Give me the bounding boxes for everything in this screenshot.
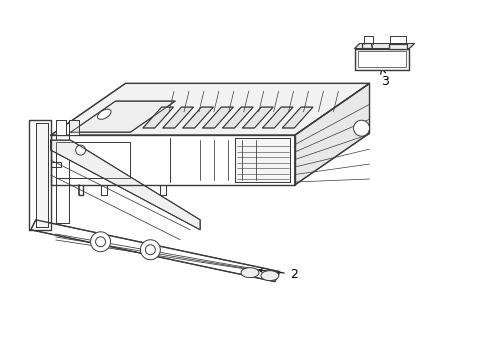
Polygon shape xyxy=(355,44,415,49)
Polygon shape xyxy=(203,107,233,128)
Polygon shape xyxy=(51,84,369,135)
Polygon shape xyxy=(29,120,51,230)
Polygon shape xyxy=(363,44,372,49)
Polygon shape xyxy=(243,107,273,128)
Circle shape xyxy=(146,245,155,255)
Polygon shape xyxy=(51,135,295,185)
Text: 1: 1 xyxy=(128,102,136,128)
Polygon shape xyxy=(56,123,69,223)
Circle shape xyxy=(91,232,111,252)
Polygon shape xyxy=(100,185,106,195)
Polygon shape xyxy=(358,51,406,67)
Polygon shape xyxy=(163,107,194,128)
Circle shape xyxy=(75,145,86,155)
Circle shape xyxy=(96,237,105,247)
Polygon shape xyxy=(263,107,293,128)
Polygon shape xyxy=(355,49,409,71)
Circle shape xyxy=(141,240,160,260)
Polygon shape xyxy=(390,44,407,49)
Polygon shape xyxy=(295,84,369,185)
Polygon shape xyxy=(69,120,78,135)
Polygon shape xyxy=(56,120,66,135)
Polygon shape xyxy=(31,220,280,282)
Polygon shape xyxy=(143,107,173,128)
Polygon shape xyxy=(183,107,213,128)
Polygon shape xyxy=(51,162,61,167)
Text: 3: 3 xyxy=(381,69,390,88)
Polygon shape xyxy=(222,107,253,128)
Polygon shape xyxy=(160,185,166,195)
Circle shape xyxy=(354,120,369,136)
Polygon shape xyxy=(56,142,130,178)
Ellipse shape xyxy=(98,109,111,120)
Polygon shape xyxy=(235,138,290,182)
Ellipse shape xyxy=(261,271,279,280)
Polygon shape xyxy=(71,101,175,132)
Text: 2: 2 xyxy=(259,267,298,281)
Ellipse shape xyxy=(241,268,259,278)
Polygon shape xyxy=(51,140,200,230)
Polygon shape xyxy=(36,123,48,227)
Polygon shape xyxy=(282,107,313,128)
